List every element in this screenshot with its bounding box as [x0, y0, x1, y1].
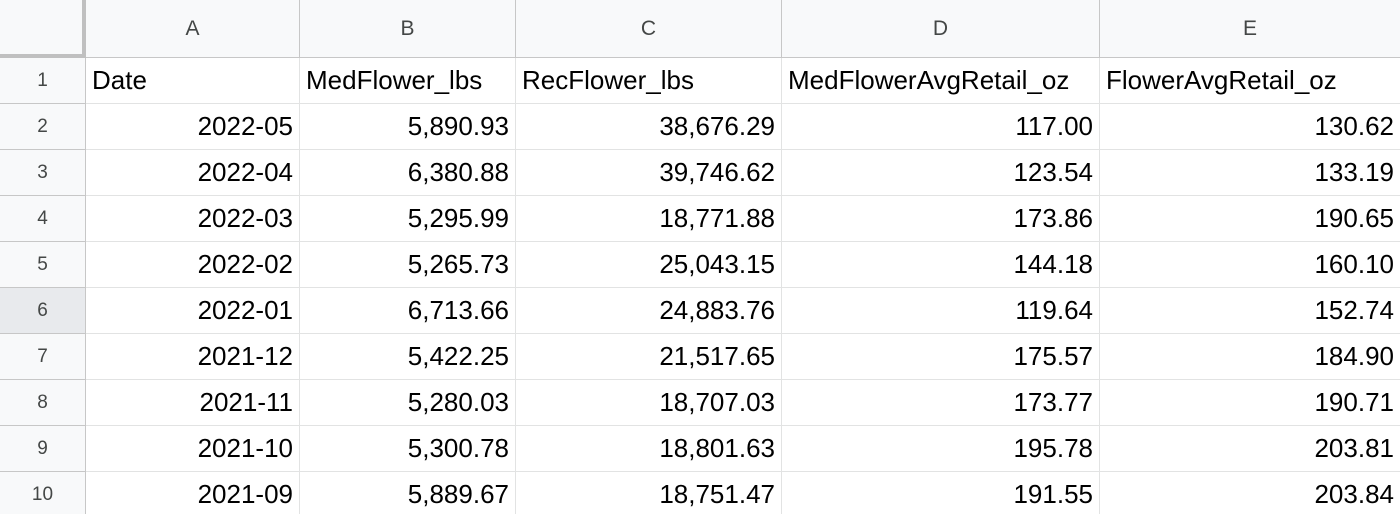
cell-c7[interactable]: 21,517.65 [516, 334, 782, 380]
cell-d5[interactable]: 144.18 [782, 242, 1100, 288]
cell-b3[interactable]: 6,380.88 [300, 150, 516, 196]
cell-d2[interactable]: 117.00 [782, 104, 1100, 150]
cell-e4[interactable]: 190.65 [1100, 196, 1400, 242]
cell-c9[interactable]: 18,801.63 [516, 426, 782, 472]
column-header-c[interactable]: C [516, 0, 782, 58]
cell-d6[interactable]: 119.64 [782, 288, 1100, 334]
cell-d10[interactable]: 191.55 [782, 472, 1100, 514]
cell-d9[interactable]: 195.78 [782, 426, 1100, 472]
row-header-9[interactable]: 9 [0, 426, 86, 472]
select-all-corner[interactable] [0, 0, 86, 58]
cell-a8[interactable]: 2021-11 [86, 380, 300, 426]
cell-b5[interactable]: 5,265.73 [300, 242, 516, 288]
cell-c8[interactable]: 18,707.03 [516, 380, 782, 426]
cell-e6[interactable]: 152.74 [1100, 288, 1400, 334]
cell-c3[interactable]: 39,746.62 [516, 150, 782, 196]
cell-b9[interactable]: 5,300.78 [300, 426, 516, 472]
cell-e3[interactable]: 133.19 [1100, 150, 1400, 196]
cell-c2[interactable]: 38,676.29 [516, 104, 782, 150]
cell-c5[interactable]: 25,043.15 [516, 242, 782, 288]
cell-c6[interactable]: 24,883.76 [516, 288, 782, 334]
cell-b7[interactable]: 5,422.25 [300, 334, 516, 380]
row-header-4[interactable]: 4 [0, 196, 86, 242]
header-cell-c1[interactable]: RecFlower_lbs [516, 58, 782, 104]
cell-c10[interactable]: 18,751.47 [516, 472, 782, 514]
cell-e7[interactable]: 184.90 [1100, 334, 1400, 380]
cell-a9[interactable]: 2021-10 [86, 426, 300, 472]
header-cell-a1[interactable]: Date [86, 58, 300, 104]
cell-a10[interactable]: 2021-09 [86, 472, 300, 514]
cell-e10[interactable]: 203.84 [1100, 472, 1400, 514]
cell-a4[interactable]: 2022-03 [86, 196, 300, 242]
cell-e9[interactable]: 203.81 [1100, 426, 1400, 472]
cell-a5[interactable]: 2022-02 [86, 242, 300, 288]
cell-a7[interactable]: 2021-12 [86, 334, 300, 380]
cell-b6[interactable]: 6,713.66 [300, 288, 516, 334]
row-header-8[interactable]: 8 [0, 380, 86, 426]
cell-d4[interactable]: 173.86 [782, 196, 1100, 242]
column-header-d[interactable]: D [782, 0, 1100, 58]
cell-a3[interactable]: 2022-04 [86, 150, 300, 196]
cell-d7[interactable]: 175.57 [782, 334, 1100, 380]
cell-d8[interactable]: 173.77 [782, 380, 1100, 426]
header-cell-e1[interactable]: FlowerAvgRetail_oz [1100, 58, 1400, 104]
column-header-e[interactable]: E [1100, 0, 1400, 58]
column-header-a[interactable]: A [86, 0, 300, 58]
row-header-6[interactable]: 6 [0, 288, 86, 334]
header-cell-b1[interactable]: MedFlower_lbs [300, 58, 516, 104]
row-header-5[interactable]: 5 [0, 242, 86, 288]
cell-e2[interactable]: 130.62 [1100, 104, 1400, 150]
cell-e8[interactable]: 190.71 [1100, 380, 1400, 426]
cell-a2[interactable]: 2022-05 [86, 104, 300, 150]
row-header-3[interactable]: 3 [0, 150, 86, 196]
cell-b4[interactable]: 5,295.99 [300, 196, 516, 242]
cell-a6[interactable]: 2022-01 [86, 288, 300, 334]
row-header-7[interactable]: 7 [0, 334, 86, 380]
row-header-2[interactable]: 2 [0, 104, 86, 150]
cell-b10[interactable]: 5,889.67 [300, 472, 516, 514]
column-header-b[interactable]: B [300, 0, 516, 58]
row-header-1[interactable]: 1 [0, 58, 86, 104]
cell-c4[interactable]: 18,771.88 [516, 196, 782, 242]
row-header-10[interactable]: 10 [0, 472, 86, 514]
cell-b8[interactable]: 5,280.03 [300, 380, 516, 426]
cell-b2[interactable]: 5,890.93 [300, 104, 516, 150]
cell-e5[interactable]: 160.10 [1100, 242, 1400, 288]
header-cell-d1[interactable]: MedFlowerAvgRetail_oz [782, 58, 1100, 104]
cell-d3[interactable]: 123.54 [782, 150, 1100, 196]
